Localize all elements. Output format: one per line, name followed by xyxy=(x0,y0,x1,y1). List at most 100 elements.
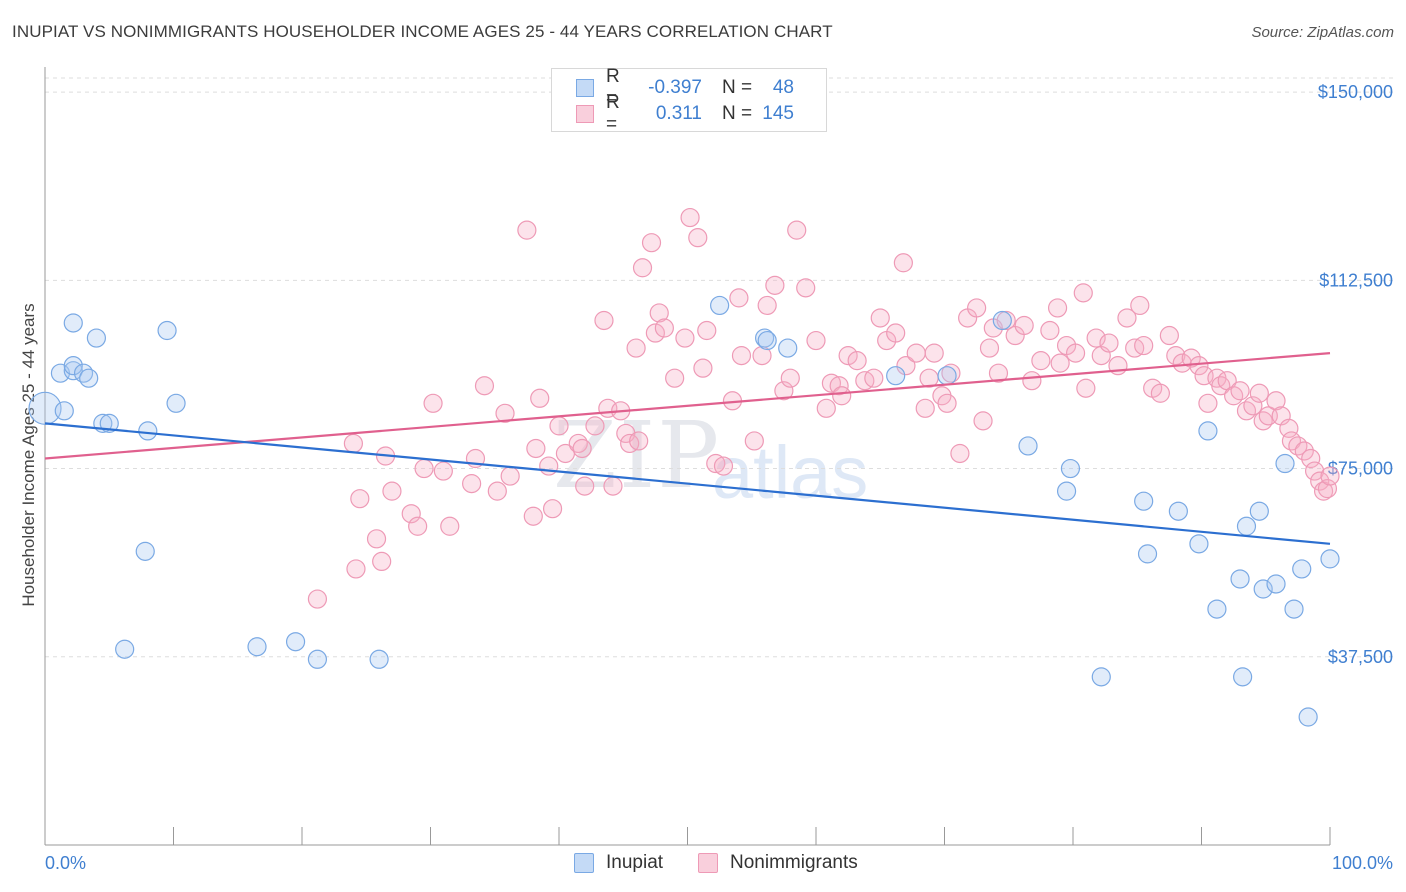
nonimmigrants-point xyxy=(665,368,685,388)
inupiat-point xyxy=(1236,516,1257,536)
nonimmigrants-point xyxy=(950,443,970,464)
nonimmigrants-point xyxy=(765,275,785,295)
nonimmigrants-point xyxy=(423,393,443,413)
legend-row-nonimmigrants: R = 0.311 N = 145 xyxy=(576,92,794,135)
nonimmigrants-point xyxy=(744,431,764,451)
nonimmigrants-point xyxy=(1279,418,1299,438)
nonimmigrants-point xyxy=(1211,376,1231,396)
nonimmigrants-point xyxy=(1310,471,1330,491)
legend: R = -0.397 N = 48 R = 0.311 N = 145 xyxy=(551,66,827,135)
nonimmigrants-point xyxy=(649,303,669,323)
bottom-legend-label-nonimmigrants: Nonimmigrants xyxy=(730,852,858,873)
nonimmigrants-point xyxy=(1166,346,1186,366)
nonimmigrants-point xyxy=(906,343,926,363)
nonimmigrants-point xyxy=(1014,315,1034,336)
legend-swatch-inupiat xyxy=(576,79,594,97)
nonimmigrants-point xyxy=(774,381,794,401)
inupiat-point xyxy=(63,313,83,333)
nonimmigrants-point xyxy=(780,368,800,388)
trend-lines xyxy=(44,352,1331,545)
inupiat-point xyxy=(1253,579,1273,599)
inupiat-point xyxy=(138,421,158,441)
inupiat-point xyxy=(1284,599,1304,619)
tick-labels: $37,500 $75,000 $112,500 $150,000 0.0% 100.0% xyxy=(45,82,1393,873)
nonimmigrants-point xyxy=(1198,393,1218,413)
nonimmigrants-point xyxy=(350,489,370,509)
nonimmigrants-point xyxy=(1304,461,1325,481)
inupiat-point xyxy=(1137,544,1158,564)
nonimmigrants-point xyxy=(366,529,387,549)
inupiat-point xyxy=(1091,667,1111,687)
nonimmigrants-point xyxy=(346,559,366,579)
nonimmigrants-point xyxy=(307,589,328,609)
inupiat-point xyxy=(1018,436,1038,456)
nonimmigrants-point xyxy=(675,328,695,348)
nonimmigrants-point xyxy=(729,288,749,308)
nonimmigrants-point xyxy=(1150,383,1170,403)
nonimmigrants-point xyxy=(1073,283,1093,303)
nonimmigrants-point xyxy=(594,310,614,331)
nonimmigrants-point xyxy=(706,453,726,474)
nonimmigrants-point xyxy=(1134,335,1154,356)
inupiat-point xyxy=(166,393,186,413)
nonimmigrants-point xyxy=(864,368,884,388)
inupiat-point xyxy=(369,649,389,669)
bottom-legend-swatch-nonimmigrants xyxy=(698,853,718,873)
legend-n-value: 145 xyxy=(762,103,794,124)
nonimmigrants-point xyxy=(530,388,550,408)
nonimmigrants-point xyxy=(1040,320,1060,341)
nonimmigrants-point xyxy=(870,308,890,328)
legend-n-label: N = xyxy=(722,77,753,98)
nonimmigrants-point xyxy=(893,253,913,273)
inupiat-point xyxy=(135,541,155,561)
nonimmigrants-point xyxy=(731,346,752,366)
inupiat-point xyxy=(1060,458,1081,479)
watermark-zip: ZIP xyxy=(553,402,722,509)
inupiat-point xyxy=(1292,559,1312,579)
nonimmigrants-point xyxy=(1086,328,1106,348)
nonimmigrants-point xyxy=(973,411,993,431)
nonimmigrants-point xyxy=(688,228,708,248)
nonimmigrants-point xyxy=(1031,351,1051,371)
nonimmigrants-point xyxy=(1320,466,1340,486)
nonimmigrants-point xyxy=(500,466,520,486)
inupiat-point xyxy=(886,366,906,386)
nonimmigrants-point xyxy=(937,393,957,413)
nonimmigrants-point xyxy=(414,458,434,479)
nonimmigrants-point xyxy=(1099,333,1119,353)
nonimmigrants-point xyxy=(1065,343,1086,363)
legend-n-label: N = xyxy=(722,103,753,124)
inupiat-point xyxy=(1275,453,1295,474)
nonimmigrants-point xyxy=(1236,401,1257,421)
inupiat-point xyxy=(754,328,775,348)
chart-title: INUPIAT VS NONIMMIGRANTS HOUSEHOLDER INC… xyxy=(12,22,833,41)
nonimmigrants-point xyxy=(1130,295,1150,316)
inupiat-point xyxy=(1189,534,1209,554)
nonimmigrants-point xyxy=(1243,396,1263,416)
legend-n-value: 48 xyxy=(772,77,794,98)
inupiat-point xyxy=(79,368,99,388)
nonimmigrants-point xyxy=(641,233,662,253)
nonimmigrants-point xyxy=(847,351,867,371)
bottom-legend-inupiat: Inupiat xyxy=(574,852,663,874)
y-tick-label: $75,000 xyxy=(1328,459,1393,479)
y-tick-label: $150,000 xyxy=(1318,82,1393,102)
nonimmigrants-point xyxy=(1317,479,1338,499)
nonimmigrants-point xyxy=(408,516,428,536)
inupiat-point xyxy=(1198,421,1218,441)
nonimmigrants-point xyxy=(603,476,623,496)
nonimmigrants-point xyxy=(1281,431,1302,451)
nonimmigrants-point xyxy=(1294,441,1314,461)
nonimmigrants-point xyxy=(462,474,482,494)
inupiat-point xyxy=(778,338,798,358)
nonimmigrants-point xyxy=(924,343,944,363)
bottom-legend: Inupiat Nonimmigrants xyxy=(0,852,1406,878)
y-tick-label: $37,500 xyxy=(1328,647,1393,667)
nonimmigrants-point xyxy=(1022,371,1042,391)
inupiat-point xyxy=(937,366,957,386)
nonimmigrants-point xyxy=(1230,381,1250,401)
nonimmigrants-point xyxy=(697,320,717,341)
nonimmigrants-point xyxy=(816,398,836,418)
nonimmigrants-point xyxy=(372,551,392,572)
